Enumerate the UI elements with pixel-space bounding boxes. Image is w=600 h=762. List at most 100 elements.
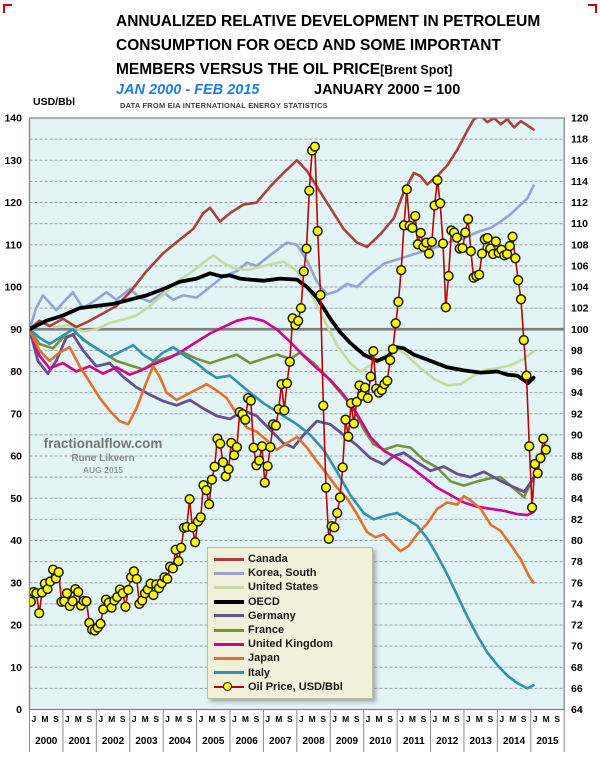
series-japan: [29, 327, 535, 585]
svg-text:40: 40: [10, 535, 22, 547]
legend-swatch-japan: [214, 651, 244, 665]
legend-item-france: France: [214, 623, 366, 637]
left-axis-ticks: 0 10 20 30 40 50 60 70 80 90 100 110 120 130 140: [4, 113, 22, 717]
legend-item-canada: Canada: [214, 552, 366, 566]
legend-swatch-canada: [214, 552, 244, 566]
year-label-2014: 2014: [503, 736, 526, 747]
svg-text:J: J: [332, 714, 337, 724]
year-label-2003: 2003: [135, 736, 158, 747]
svg-text:92: 92: [571, 408, 583, 420]
legend-label-korea: Korea, South: [248, 567, 317, 580]
svg-text:82: 82: [571, 514, 583, 526]
svg-text:S: S: [387, 714, 393, 724]
svg-text:64: 64: [571, 704, 583, 716]
svg-text:J: J: [98, 714, 103, 724]
svg-text:M: M: [476, 714, 483, 724]
title-line-3: MEMBERS VERSUS THE OIL PRICE[Brent Spot]: [116, 61, 453, 78]
svg-text:30: 30: [10, 577, 22, 589]
corner-mark-top-left: [3, 4, 12, 6]
data-source-note: DATA FROM EIA INTERNATIONAL ENERGY STATI…: [120, 101, 328, 110]
svg-text:S: S: [86, 714, 92, 724]
svg-text:84: 84: [571, 493, 583, 505]
svg-text:J: J: [466, 714, 471, 724]
svg-text:110: 110: [571, 218, 588, 230]
series-germany: [29, 327, 535, 494]
svg-text:J: J: [366, 714, 371, 724]
year-label-2010: 2010: [369, 736, 392, 747]
legend-swatch-korea: [214, 566, 244, 580]
svg-text:M: M: [309, 714, 316, 724]
svg-text:M: M: [442, 714, 449, 724]
series-uk: [29, 316, 535, 517]
year-label-2000: 2000: [35, 736, 58, 747]
oil-marker-icon: [223, 682, 232, 692]
svg-text:110: 110: [5, 239, 22, 251]
svg-text:M: M: [208, 714, 215, 724]
svg-text:100: 100: [4, 282, 22, 294]
legend-item-oil: Oil Price, USD/Bbl: [214, 680, 366, 694]
watermark-author: Rune Likvern: [71, 453, 135, 464]
index-base-label: JANUARY 2000 = 100: [314, 82, 461, 98]
svg-text:J: J: [65, 714, 70, 724]
svg-text:68: 68: [571, 662, 583, 674]
consumption-series: [29, 118, 536, 690]
svg-text:S: S: [320, 714, 326, 724]
svg-text:130: 130: [4, 155, 22, 167]
watermark: fractionalflow.com Rune Likvern AUG 2015: [38, 436, 168, 475]
svg-text:J: J: [165, 714, 170, 724]
svg-text:M: M: [342, 714, 349, 724]
series-oil-price: [29, 141, 552, 636]
svg-text:70: 70: [571, 641, 583, 653]
svg-text:140: 140: [4, 113, 22, 125]
svg-text:100: 100: [571, 324, 589, 336]
corner-mark-top-left-v: [3, 4, 5, 13]
svg-text:90: 90: [10, 324, 22, 336]
year-label-2008: 2008: [302, 736, 325, 747]
svg-text:S: S: [187, 714, 193, 724]
svg-text:118: 118: [571, 134, 588, 146]
svg-text:108: 108: [571, 239, 589, 251]
svg-text:J: J: [433, 714, 438, 724]
svg-text:106: 106: [571, 260, 589, 272]
svg-text:120: 120: [571, 113, 589, 125]
svg-text:M: M: [275, 714, 282, 724]
year-label-2002: 2002: [102, 736, 125, 747]
svg-text:S: S: [554, 714, 560, 724]
svg-text:88: 88: [571, 451, 583, 463]
svg-text:112: 112: [571, 197, 588, 209]
series-oecd: [29, 271, 536, 386]
svg-text:80: 80: [10, 366, 22, 378]
legend-item-us: United States: [214, 580, 366, 594]
year-label-2015: 2015: [536, 736, 559, 747]
svg-text:S: S: [454, 714, 460, 724]
svg-text:76: 76: [571, 577, 583, 589]
legend-label-japan: Japan: [248, 652, 280, 665]
year-label-2006: 2006: [236, 736, 259, 747]
title-line-1: ANNUALIZED RELATIVE DEVELOPMENT IN PETRO…: [116, 13, 541, 30]
svg-text:M: M: [108, 714, 115, 724]
svg-text:66: 66: [571, 683, 583, 695]
svg-text:J: J: [31, 714, 36, 724]
svg-text:80: 80: [571, 535, 583, 547]
year-label-2012: 2012: [436, 736, 459, 747]
svg-text:M: M: [41, 714, 48, 724]
legend-swatch-uk: [214, 637, 244, 651]
watermark-date: AUG 2015: [82, 465, 124, 475]
legend-item-korea: Korea, South: [214, 566, 366, 580]
legend-item-italy: Italy: [214, 666, 366, 680]
svg-text:S: S: [254, 714, 260, 724]
legend-item-uk: United Kingdom: [214, 637, 366, 651]
svg-text:90: 90: [571, 429, 583, 441]
title-line-2: CONSUMPTION FOR OECD AND SOME IMPORTANT: [116, 37, 501, 54]
legend-swatch-oecd: [214, 595, 244, 609]
svg-text:J: J: [199, 714, 204, 724]
year-label-2005: 2005: [202, 736, 225, 747]
legend-label-italy: Italy: [248, 666, 271, 679]
legend-label-uk: United Kingdom: [248, 638, 333, 651]
svg-text:M: M: [509, 714, 516, 724]
svg-text:S: S: [421, 714, 427, 724]
svg-text:72: 72: [571, 620, 583, 632]
svg-text:J: J: [132, 714, 137, 724]
legend-label-us: United States: [248, 581, 319, 594]
